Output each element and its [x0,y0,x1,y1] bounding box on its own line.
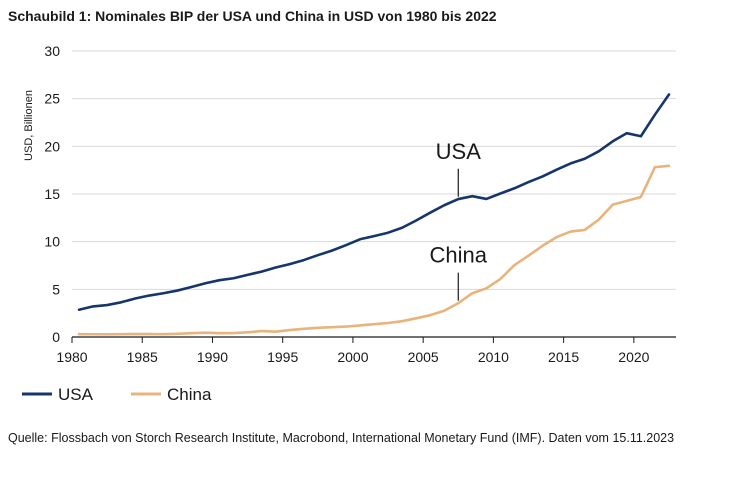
x-tick-label: 2020 [618,349,649,365]
y-tick-label: 25 [44,91,60,107]
y-tick-label: 5 [52,281,60,297]
y-tick-label: 0 [52,329,60,345]
y-tick-label: 15 [44,186,60,202]
gridlines [72,50,676,290]
series-line-usa [77,93,671,312]
chart-title: Schaubild 1: Nominales BIP der USA und C… [8,8,497,24]
y-tick-label: 20 [44,138,60,154]
annotation-label-china: China [430,243,488,268]
series-line-china [77,164,671,336]
x-tick-label: 2015 [548,349,579,365]
series-lines [77,93,671,336]
legend-label-china: China [167,385,212,404]
x-tick-label: 1990 [197,349,228,365]
y-tick-label: 30 [44,43,60,59]
x-tick-label: 1995 [267,349,298,365]
source-note: Quelle: Flossbach von Storch Research In… [8,431,675,445]
x-tick-label: 2000 [337,349,368,365]
y-tick-label: 10 [44,234,60,250]
annotations: USA China [430,139,488,301]
x-tick-label: 2005 [408,349,439,365]
annotation-label-usa: USA [436,139,482,164]
x-tick-label: 1980 [56,349,87,365]
y-axis-label: USD, Billionen [23,90,35,161]
x-tick-label: 1985 [127,349,158,365]
legend: USA China [22,385,212,404]
x-tick-label: 2010 [478,349,509,365]
axes: 0 5 10 15 20 25 30 1980 1985 1990 1995 2000 2005 2010… [44,43,676,365]
legend-label-usa: USA [58,385,94,404]
